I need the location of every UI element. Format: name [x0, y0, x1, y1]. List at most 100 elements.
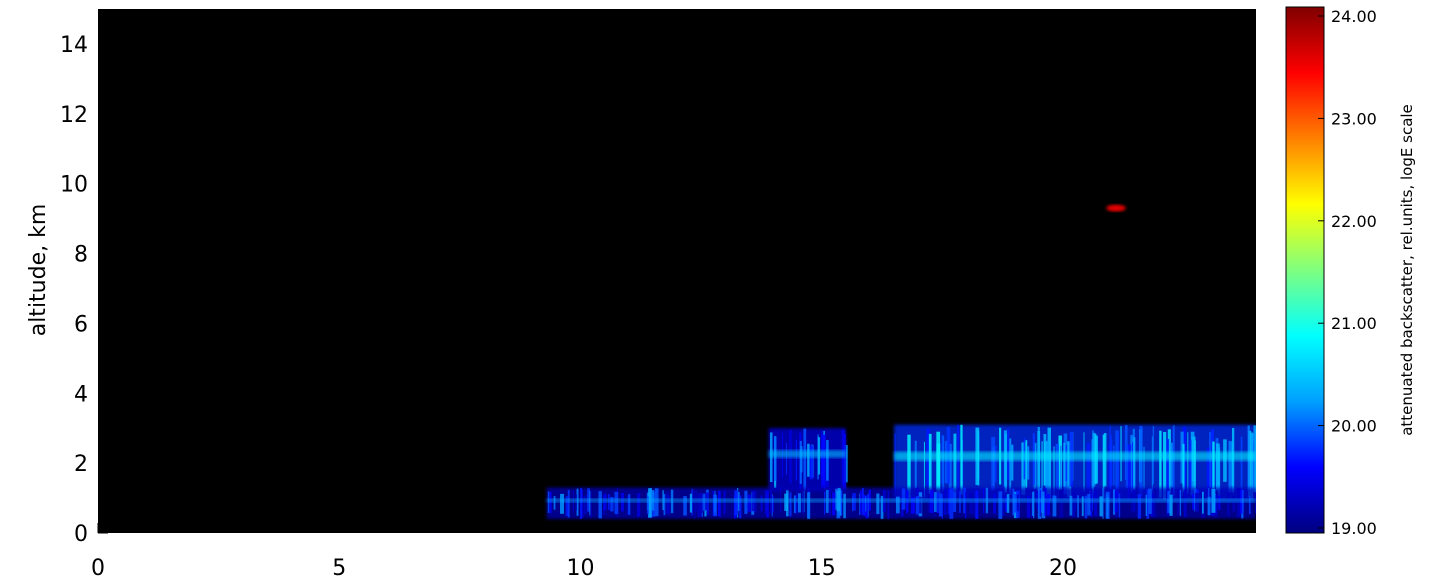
x-tick-label: 10	[567, 556, 595, 581]
feature-streak	[774, 436, 777, 481]
x-tick-label: 0	[91, 556, 105, 581]
feature-streak	[1201, 491, 1204, 514]
feature-streak	[1179, 489, 1182, 516]
feature-streak	[1063, 442, 1066, 487]
feature-streak	[797, 493, 801, 513]
x-tick-label: 20	[1049, 556, 1077, 581]
feature-streak	[953, 433, 957, 498]
feature-streak	[865, 495, 869, 519]
feature-streak	[948, 444, 952, 489]
feature-streak	[772, 496, 775, 512]
feature-streak	[1059, 489, 1064, 518]
feature-streak	[1086, 442, 1091, 490]
feature-streak	[865, 496, 867, 512]
feature-streak	[1145, 494, 1148, 516]
feature-streak	[1118, 493, 1121, 518]
feature-streak	[807, 492, 811, 519]
feature-streak	[1033, 442, 1037, 489]
feature-streak	[1069, 495, 1073, 516]
feature-streak	[560, 493, 564, 514]
x-tick-label: 15	[808, 556, 836, 581]
feature-streak	[590, 491, 593, 518]
feature-streak	[880, 495, 884, 519]
feature	[768, 428, 848, 492]
feature-streak	[581, 489, 584, 517]
feature-streak	[1108, 443, 1110, 493]
feature-streak	[915, 496, 920, 515]
feature-streak	[1236, 488, 1241, 518]
feature-streak	[1081, 496, 1084, 517]
y-axis-title: altitude, km	[26, 204, 51, 337]
feature-streak	[610, 496, 614, 512]
feature-streak	[1187, 432, 1189, 494]
feature-streak	[628, 494, 631, 515]
feature-streak	[689, 493, 693, 513]
feature-streak	[598, 491, 602, 519]
feature-streak	[1075, 494, 1077, 511]
feature-streak	[965, 492, 967, 519]
feature-streak	[580, 487, 583, 520]
feature-streak	[1240, 436, 1243, 492]
feature-streak	[809, 445, 814, 480]
y-tick-label: 2	[74, 452, 88, 477]
feature-streak	[1113, 445, 1115, 486]
feature-streak	[1107, 496, 1109, 518]
colorbar-tick-label: 24.00	[1331, 7, 1377, 26]
feature-streak	[1009, 438, 1012, 495]
feature	[894, 424, 1256, 502]
y-tick-label: 14	[60, 33, 88, 58]
feature-streak	[707, 492, 709, 516]
feature-streak	[822, 435, 826, 489]
feature-streak	[1083, 432, 1085, 492]
feature-streak	[1243, 496, 1246, 510]
feature-streak	[1212, 441, 1215, 497]
colorbar-tick-label: 23.00	[1331, 109, 1377, 128]
feature-streak	[910, 496, 915, 514]
feature-streak	[785, 443, 787, 475]
feature-streak	[991, 436, 996, 491]
feature-streak	[800, 446, 803, 473]
feature-streak	[1109, 439, 1113, 486]
y-tick-label: 12	[60, 103, 88, 128]
feature-streak	[1058, 435, 1062, 491]
feature-streak	[973, 496, 975, 517]
feature-streak	[796, 490, 799, 515]
feature-streak	[1116, 431, 1120, 501]
feature-streak	[832, 493, 836, 516]
feature-streak	[565, 496, 569, 517]
feature-streak	[1206, 447, 1210, 496]
feature-streak	[998, 491, 1003, 519]
feature-streak	[1228, 440, 1232, 493]
feature-streak	[700, 492, 703, 514]
feature-streak	[1032, 491, 1035, 519]
feature-streak	[1039, 489, 1041, 517]
feature-streak	[1016, 494, 1019, 512]
feature-streak	[1169, 494, 1173, 516]
feature-streak	[567, 489, 570, 518]
feature-streak	[803, 428, 807, 491]
feature-streak	[614, 491, 619, 515]
feature-streak	[1041, 441, 1043, 490]
feature-streak	[1227, 492, 1230, 516]
feature-streak	[863, 495, 867, 517]
feature-streak	[1130, 492, 1133, 514]
feature-streak	[969, 492, 974, 514]
feature-streak	[734, 490, 738, 516]
feature-streak	[1150, 493, 1155, 517]
feature-streak	[1102, 434, 1105, 502]
feature-streak	[1139, 425, 1143, 497]
feature-streak	[1133, 437, 1136, 491]
feature-streak	[1014, 493, 1017, 513]
feature-streak	[867, 493, 869, 517]
backscatter-features	[546, 204, 1256, 520]
y-axis: 0 2 4 6 8 10 12 14	[60, 33, 108, 547]
feature-streak	[1099, 496, 1103, 517]
feature-streak	[1130, 434, 1134, 492]
feature-streak	[1072, 491, 1076, 518]
feature-streak	[583, 495, 587, 514]
feature-streak	[1131, 442, 1134, 489]
feature-streak	[1087, 493, 1092, 516]
feature-streak	[859, 493, 861, 515]
y-tick-label: 4	[74, 382, 88, 407]
feature-streak	[1064, 444, 1068, 482]
